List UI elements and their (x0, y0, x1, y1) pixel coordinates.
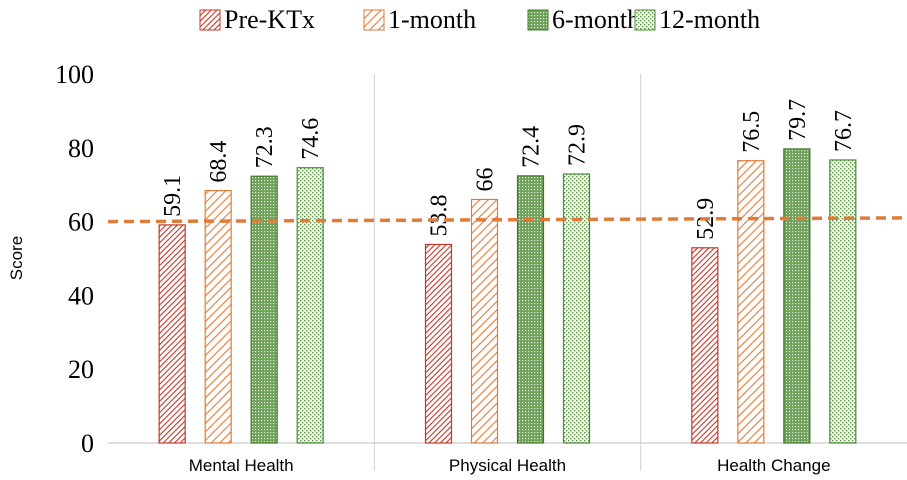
bar-physical-health-1-month (470, 198, 499, 444)
bar-mental-health-pre-ktx (158, 224, 186, 444)
value-label: 72.4 (519, 126, 545, 168)
y-tick-label: 20 (68, 355, 94, 384)
bar-health-change-12-month (829, 159, 857, 444)
bar-health-change-pre-ktx (691, 247, 719, 444)
reference-line-group (107, 216, 907, 224)
bar-health-change-6-month (783, 148, 811, 444)
x-tick-label: Physical Health (449, 456, 566, 475)
bar-mental-health-12-month (296, 167, 324, 444)
value-label: 72.3 (252, 126, 278, 168)
value-label: 79.7 (785, 99, 811, 141)
value-label: 53.8 (427, 194, 453, 236)
bar-health-change-1-month (737, 160, 765, 444)
y-tick-label: 40 (68, 281, 94, 310)
legend-label-12-month: 12-month (659, 5, 760, 34)
y-tick-label: 0 (81, 429, 94, 458)
legend-swatch-1-month (363, 9, 385, 31)
x-axis: Mental Health Physical Health Health Chang… (189, 456, 831, 475)
legend: Pre-KTx 1-month 6-month 12-month (199, 5, 760, 34)
legend-swatch-pre-ktx (199, 9, 221, 31)
y-axis: 0 20 40 60 80 100 (55, 60, 94, 458)
bar-mental-health-6-month (250, 175, 278, 444)
y-tick-label: 60 (68, 208, 94, 237)
value-label: 76.5 (739, 111, 765, 153)
bar-physical-health-6-month (516, 175, 545, 444)
legend-label-pre-ktx: Pre-KTx (224, 5, 315, 34)
bar-mental-health-1-month (204, 190, 232, 444)
x-tick-label: Mental Health (189, 456, 294, 475)
legend-label-6-month: 6-month (552, 5, 640, 34)
legend-swatch-6-month (527, 9, 549, 31)
bar-physical-health-12-month (562, 173, 591, 444)
value-label: 72.9 (565, 124, 591, 166)
legend-label-1-month: 1-month (388, 5, 476, 34)
reference-line (107, 216, 907, 224)
bars (158, 148, 857, 444)
category-separators (108, 74, 907, 471)
value-label: 66 (473, 167, 499, 191)
legend-swatch-12-month (634, 9, 656, 31)
bar-physical-health-pre-ktx (424, 243, 453, 444)
value-label: 59.1 (160, 175, 186, 217)
y-tick-label: 100 (55, 60, 94, 89)
value-label: 76.7 (831, 110, 857, 152)
value-label: 68.4 (206, 141, 232, 183)
x-tick-label: Health Change (717, 456, 830, 475)
y-tick-label: 80 (68, 134, 94, 163)
y-axis-title: Score (7, 236, 26, 280)
value-label: 74.6 (298, 118, 324, 160)
